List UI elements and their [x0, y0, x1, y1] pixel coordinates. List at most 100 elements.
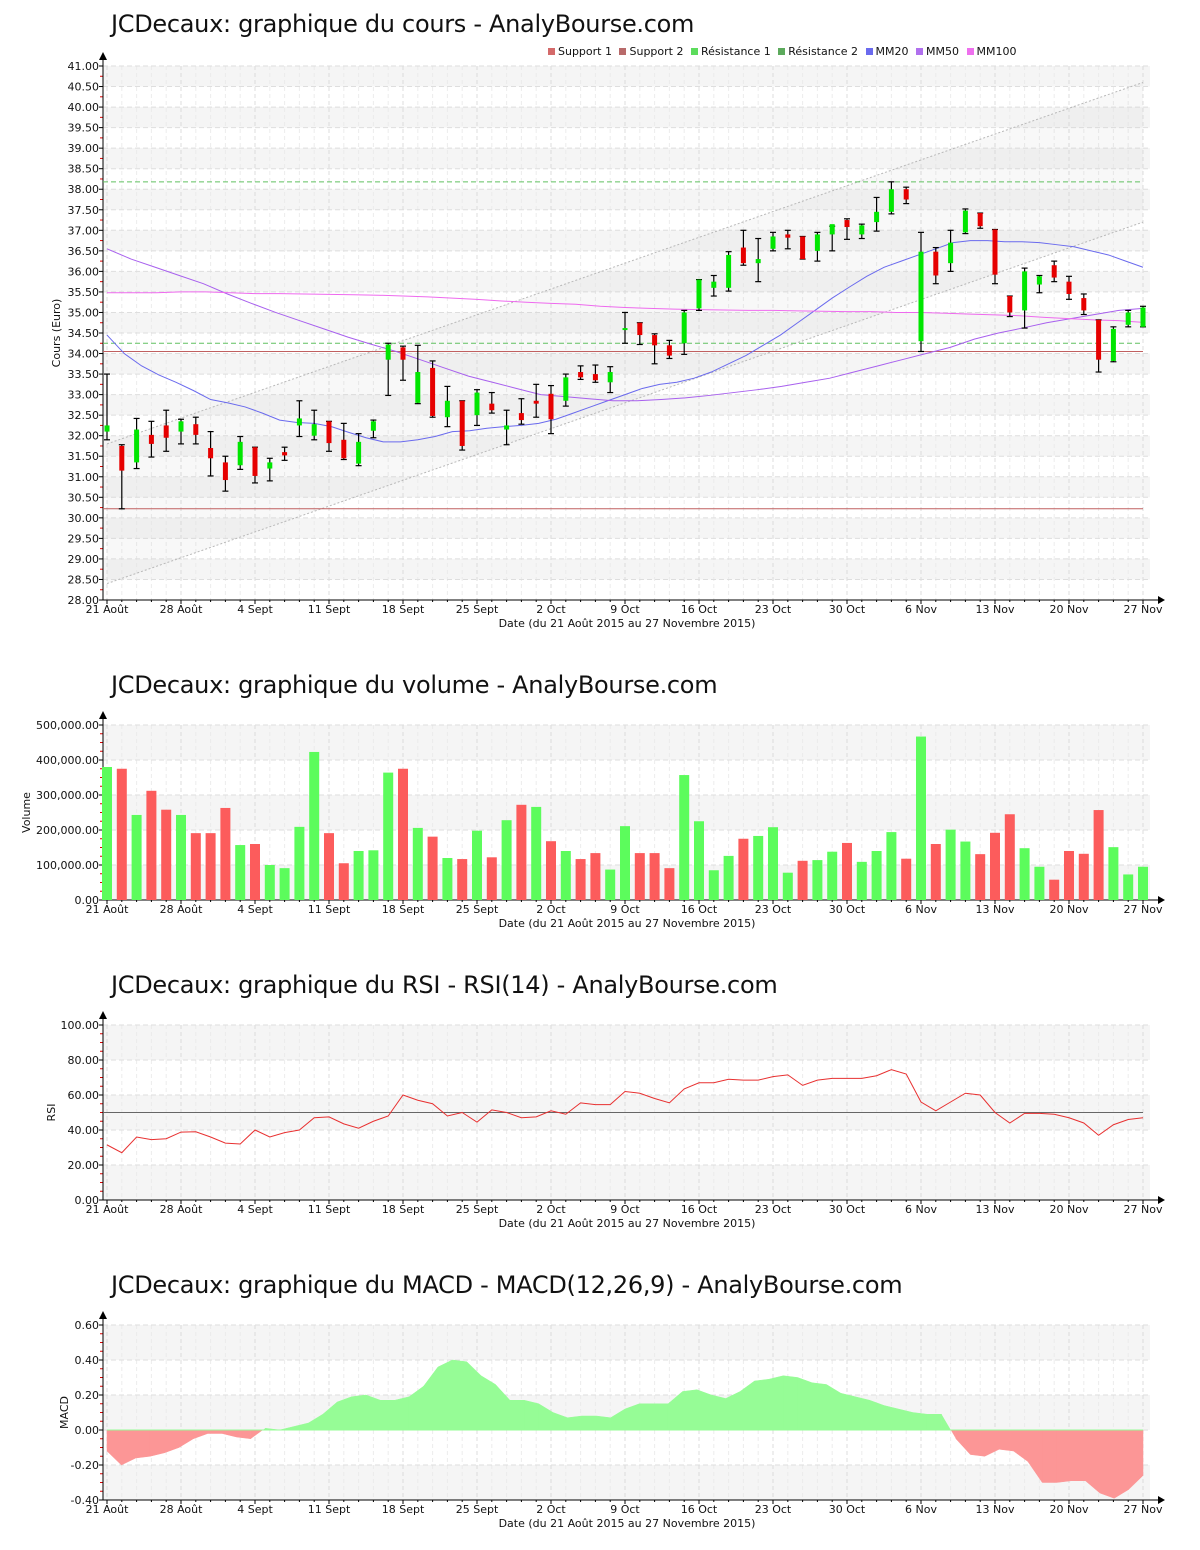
candle — [711, 281, 717, 288]
x-tick-label: 16 Oct — [681, 1203, 718, 1216]
y-tick-label: 300,000.00 — [36, 789, 99, 802]
candle — [755, 259, 761, 264]
legend-support-2: Support 2 — [619, 45, 683, 58]
volume-bar — [886, 832, 897, 900]
mm50-line — [106, 248, 1144, 402]
x-tick-label: 21 Août — [86, 603, 130, 616]
volume-bar — [546, 841, 556, 900]
candle — [163, 425, 169, 438]
y-tick-label: 29.00 — [68, 553, 100, 566]
x-tick-label: 20 Nov — [1050, 1503, 1089, 1516]
candle — [430, 367, 436, 416]
mm20-swatch-icon — [865, 48, 873, 55]
y-tick-label: 0.00 — [75, 894, 100, 907]
candle — [415, 372, 421, 403]
y-tick-label: 39.50 — [68, 122, 100, 135]
volume-bar — [634, 853, 645, 900]
grid-band — [103, 1025, 1150, 1060]
y-axis-arrow-icon — [99, 1311, 107, 1319]
y-tick-label: 37.00 — [68, 224, 100, 237]
grid-band — [103, 148, 1150, 169]
volume-bar — [812, 860, 823, 900]
x-tick-label: 25 Sept — [456, 1503, 499, 1516]
candle — [888, 189, 894, 212]
y-tick-label: 41.00 — [68, 60, 100, 73]
x-tick-label: 2 Oct — [536, 603, 566, 616]
volume-bar — [383, 772, 394, 900]
support-2-swatch-icon — [619, 48, 627, 55]
volume-bar — [605, 869, 616, 900]
grid-band — [103, 517, 1150, 539]
mm100-swatch-icon — [966, 48, 974, 55]
y-tick-label: 39.00 — [68, 142, 100, 155]
candle — [578, 372, 584, 378]
y-tick-label: -0.40 — [71, 1494, 99, 1507]
x-tick-label: 4 Sept — [237, 1203, 273, 1216]
volume-bar — [279, 868, 290, 900]
x-tick-label: 23 Oct — [755, 1503, 792, 1516]
grid-band — [103, 1165, 1150, 1200]
candle — [311, 424, 317, 436]
x-tick-label: 28 Août — [160, 903, 204, 916]
y-tick-label: 100,000.00 — [36, 859, 99, 872]
x-tick-label: 2 Oct — [536, 1203, 566, 1216]
volume-bar — [1078, 853, 1089, 900]
volume-bar — [235, 845, 246, 900]
volume-bar — [1064, 851, 1074, 900]
x-tick-label: 30 Oct — [829, 1203, 866, 1216]
grid-band — [103, 107, 1150, 128]
x-tick-label: 18 Sept — [382, 1203, 425, 1216]
y-tick-label: 40.00 — [68, 1124, 100, 1137]
rsi-chart-title: JCDecaux: graphique du RSI - RSI(14) - A… — [111, 971, 778, 999]
candle — [785, 234, 791, 238]
candle — [296, 418, 302, 426]
candle — [1051, 265, 1057, 278]
volume-bar — [768, 827, 778, 900]
volume-bar — [797, 860, 808, 900]
x-tick-label: 27 Nov — [1124, 1203, 1163, 1216]
candle — [859, 225, 865, 235]
candle — [444, 400, 450, 418]
volume-bar — [1123, 874, 1134, 900]
y-axis-arrow-icon — [99, 711, 107, 719]
volume-bar — [442, 858, 453, 900]
volume-bar — [264, 865, 275, 900]
x-tick-label: 25 Sept — [456, 1203, 499, 1216]
y-tick-label: 32.50 — [68, 409, 100, 422]
y-tick-label: 400,000.00 — [36, 754, 99, 767]
x-tick-label: 18 Sept — [382, 1503, 425, 1516]
x-tick-label: 27 Nov — [1124, 903, 1163, 916]
volume-bar — [102, 767, 112, 900]
volume-bar — [930, 844, 941, 900]
x-tick-label: 20 Nov — [1050, 903, 1089, 916]
candle — [918, 251, 924, 342]
candle — [222, 462, 228, 481]
candle — [992, 229, 998, 275]
legend-resistance-2: Résistance 2 — [778, 45, 858, 58]
volume-bar — [176, 814, 186, 900]
candle — [459, 400, 465, 446]
x-tick-label: 30 Oct — [829, 903, 866, 916]
y-tick-label: 34.50 — [68, 327, 100, 340]
x-tick-label: 25 Sept — [456, 903, 499, 916]
y-axis-arrow-icon — [99, 1011, 107, 1019]
channel-lower-line — [106, 221, 1144, 585]
candle — [548, 393, 554, 420]
y-tick-label: 38.50 — [68, 163, 100, 176]
mm50-swatch-icon — [916, 48, 924, 55]
grid-band — [103, 435, 1150, 457]
volume-bar — [1034, 866, 1045, 900]
mm100-line — [107, 291, 1144, 323]
y-tick-label: 0.00 — [75, 1194, 100, 1207]
macd-chart-title: JCDecaux: graphique du MACD - MACD(12,26… — [111, 1271, 903, 1299]
grid-band — [103, 230, 1150, 251]
volume-bar — [575, 859, 586, 900]
volume-bar — [975, 854, 986, 900]
y-tick-label: 0.00 — [75, 1424, 100, 1437]
candle — [518, 413, 524, 421]
x-tick-label: 4 Sept — [237, 1503, 273, 1516]
channel-upper-line — [106, 81, 1144, 445]
volume-bar — [1049, 879, 1060, 900]
y-tick-label: 100.00 — [61, 1019, 100, 1032]
